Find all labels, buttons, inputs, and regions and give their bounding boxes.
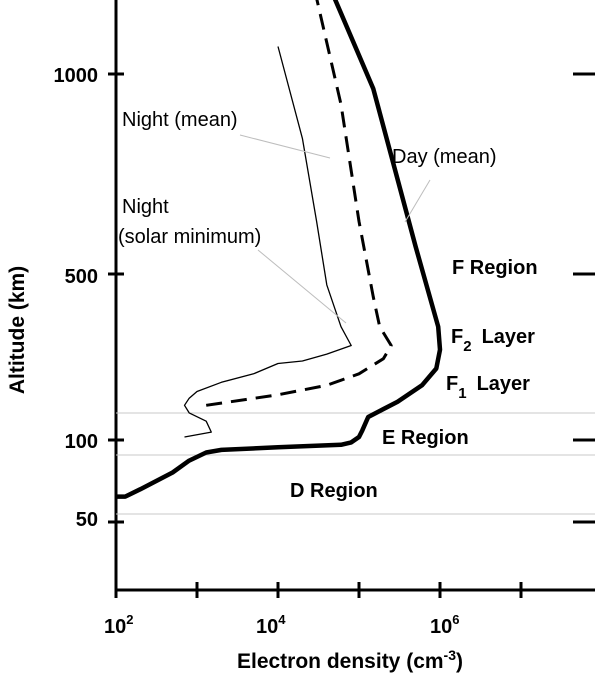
x-tick-label-1e6: 106 bbox=[430, 612, 459, 638]
y-tick-label-1000: 1000 bbox=[54, 65, 99, 87]
region-label-f-region: F Region bbox=[452, 257, 538, 279]
annotation-night-solar-minimum-line2: (solar minimum) bbox=[118, 226, 261, 248]
leader-day-mean bbox=[404, 179, 431, 223]
series-line-day-mean bbox=[116, 0, 443, 499]
y-tick-label-500: 500 bbox=[65, 266, 98, 288]
region-label-f2-layer: F2 Layer bbox=[451, 326, 535, 355]
annotation-day-mean: Day (mean) bbox=[392, 146, 496, 168]
leader-night-solar-minimum bbox=[257, 249, 347, 324]
y-tick-label-100: 100 bbox=[65, 431, 98, 453]
series-line-night-solar-minimum bbox=[183, 46, 352, 438]
x-tick-label-1e2: 102 bbox=[104, 612, 133, 638]
leader-night-mean bbox=[239, 134, 331, 159]
x-tick-label-1e4: 104 bbox=[256, 612, 286, 638]
region-label-d-region: D Region bbox=[290, 480, 378, 502]
series-line-night-mean bbox=[205, 0, 393, 407]
region-label-f1-layer: F1 Layer bbox=[446, 373, 530, 402]
annotation-night-mean: Night (mean) bbox=[122, 109, 238, 131]
x-axis-title: Electron density (cm-3) bbox=[237, 647, 463, 673]
annotation-night-solar-minimum-line1: Night bbox=[122, 196, 169, 218]
region-label-e-region: E Region bbox=[382, 427, 469, 449]
y-tick-label-50: 50 bbox=[76, 509, 98, 531]
y-axis-title: Altitude (km) bbox=[6, 266, 29, 394]
